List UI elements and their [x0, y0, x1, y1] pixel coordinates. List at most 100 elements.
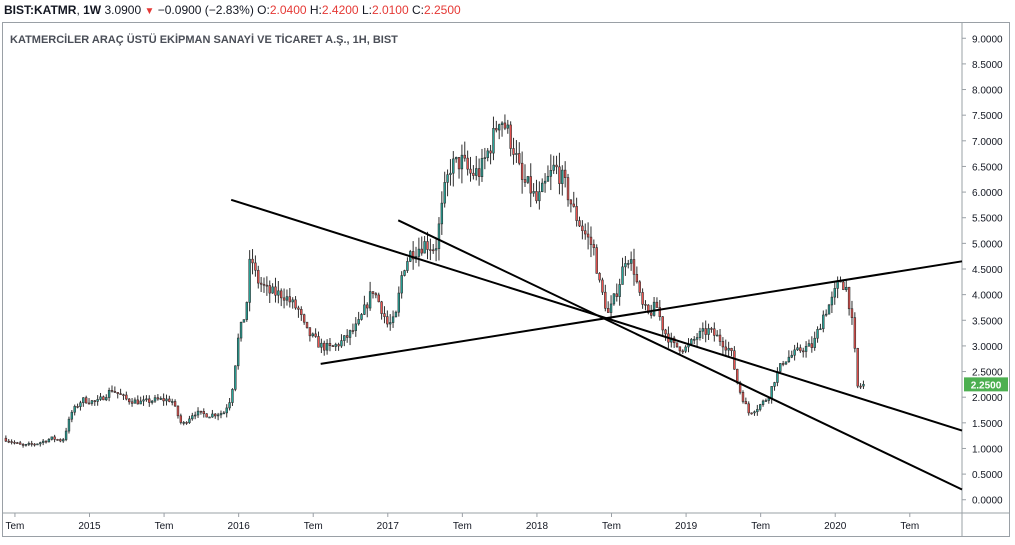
candle	[500, 122, 504, 125]
candle	[302, 314, 306, 323]
candle	[125, 394, 128, 400]
candle	[827, 304, 831, 315]
candle	[39, 442, 42, 445]
candle	[440, 202, 444, 225]
candle	[245, 302, 248, 320]
candle	[21, 444, 25, 446]
candle	[589, 236, 593, 245]
close-value: 2.2500	[424, 3, 461, 17]
candle	[53, 436, 56, 440]
candle	[466, 157, 469, 170]
candle	[148, 398, 151, 403]
candle	[400, 275, 403, 294]
candle	[489, 150, 492, 154]
candle	[377, 294, 380, 303]
candle	[764, 400, 768, 402]
candle	[133, 399, 137, 404]
candle	[136, 399, 140, 405]
time-axis[interactable]: Tem 2015 Tem 2016 Tem 2017 Tem 2018 Tem 2019 Tem 20…	[5, 513, 919, 532]
candle	[211, 413, 214, 418]
candle	[257, 269, 260, 284]
candle	[228, 402, 231, 409]
candle	[647, 304, 650, 314]
candle	[386, 316, 389, 325]
y-tick-label: 4.5000	[972, 265, 1003, 276]
candle	[715, 334, 719, 337]
candle	[558, 166, 561, 184]
candle	[463, 154, 466, 159]
y-tick-label: 7.0000	[972, 137, 1003, 148]
candle	[781, 363, 785, 365]
price-axis[interactable]: 0.0000 0.5000 1.0000 1.5000 2.0000 2.5000 3.00…	[962, 34, 1003, 507]
candle	[363, 304, 366, 315]
trendline[interactable]	[397, 219, 963, 491]
candle	[802, 350, 805, 353]
candle	[96, 399, 99, 402]
candle	[512, 148, 515, 155]
candle	[847, 286, 851, 310]
candle	[420, 248, 423, 254]
candle	[796, 347, 799, 351]
candle	[681, 350, 684, 353]
candle	[311, 333, 314, 337]
candle	[162, 398, 165, 402]
candle	[371, 291, 375, 294]
candle	[426, 241, 429, 250]
candle	[127, 398, 131, 403]
candle	[417, 248, 421, 257]
candle	[707, 328, 710, 335]
candle	[340, 340, 343, 347]
candle	[704, 328, 707, 335]
candle	[638, 281, 641, 293]
last-price-marker: 2.2500	[964, 377, 1008, 392]
y-tick-label: 6.0000	[972, 188, 1003, 199]
candle	[810, 343, 814, 348]
candle	[231, 389, 234, 403]
candle	[391, 316, 395, 323]
candle	[804, 345, 808, 352]
interval-label[interactable]: 1W	[83, 3, 102, 17]
candle	[99, 396, 102, 400]
candle	[449, 172, 452, 175]
candle	[701, 328, 705, 332]
candle	[695, 337, 699, 340]
candle	[159, 398, 162, 400]
candle	[761, 400, 765, 405]
candle	[684, 346, 687, 352]
candle	[300, 309, 303, 316]
y-tick-label: 9.0000	[972, 34, 1003, 45]
trendline-group[interactable]	[230, 198, 963, 491]
candle	[773, 382, 776, 387]
open-label: O:	[257, 3, 270, 17]
candle	[541, 182, 544, 193]
chart-frame	[2, 22, 1010, 537]
candle	[334, 344, 337, 347]
candle	[741, 391, 745, 402]
candle	[661, 316, 664, 331]
candle	[331, 345, 335, 347]
candle	[142, 399, 145, 402]
candle	[202, 411, 205, 415]
candle	[432, 249, 435, 252]
candle	[67, 418, 71, 432]
candle	[523, 179, 527, 183]
candle	[271, 286, 274, 294]
candle	[784, 361, 788, 365]
last-price-badge	[964, 377, 1008, 392]
candle	[581, 225, 584, 232]
candle	[724, 346, 727, 351]
y-tick-label: 8.0000	[972, 86, 1003, 97]
candle	[586, 233, 590, 238]
candle	[690, 339, 693, 345]
candle	[664, 329, 667, 335]
candle	[199, 410, 203, 413]
candle	[150, 400, 154, 403]
symbol-name[interactable]: BIST:KATMR	[4, 3, 77, 17]
trendline[interactable]	[320, 260, 963, 365]
candle	[767, 398, 771, 401]
low-label: L:	[361, 3, 372, 17]
candle	[59, 439, 62, 442]
candle	[477, 168, 481, 177]
y-tick-label: 4.0000	[972, 291, 1003, 302]
